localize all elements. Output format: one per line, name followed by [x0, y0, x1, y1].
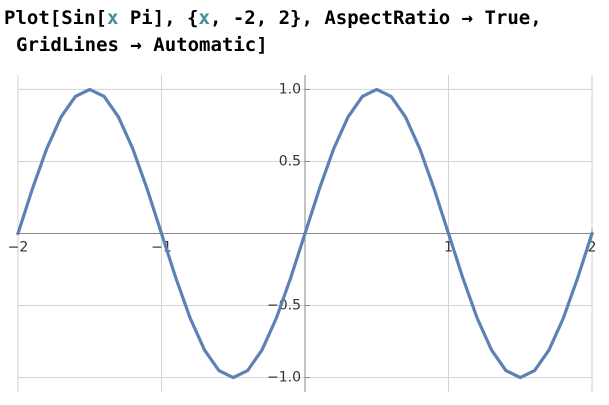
y-tick-label: 1.0: [279, 81, 301, 97]
code-token: x: [107, 7, 118, 29]
code-token: x: [198, 7, 209, 29]
code-token: , -2, 2}, AspectRatio → True,: [210, 7, 542, 29]
code-line: Plot[Sin[x Pi], {x, -2, 2}, AspectRatio …: [4, 7, 542, 29]
y-tick-label: 0.5: [279, 153, 301, 169]
y-tick-label: −1.0: [267, 370, 301, 386]
sine-curve: [16, 87, 594, 380]
plot: −2 −1 1 2−1.0−0.50.51.0: [8, 75, 597, 392]
code-input: Plot[Sin[x Pi], {x, -2, 2}, AspectRatio …: [4, 7, 542, 56]
code-token: GridLines → Automatic]: [16, 34, 268, 56]
x-tick-label: 2: [588, 240, 597, 256]
x-tick-label: −2: [8, 240, 29, 256]
x-tick-label: 1: [444, 240, 453, 256]
y-tick-label: −0.5: [267, 298, 301, 314]
code-token: Plot[Sin[: [4, 7, 107, 29]
code-token: Pi], {: [118, 7, 198, 29]
code-line: GridLines → Automatic]: [16, 34, 268, 56]
